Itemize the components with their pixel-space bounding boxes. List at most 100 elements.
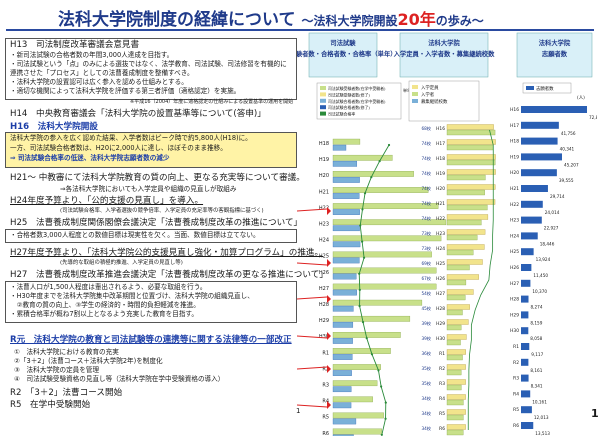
app-cat-H17: H17 bbox=[510, 123, 519, 129]
enroll-bar-entrants-H16 bbox=[446, 129, 496, 136]
enroll-bar-capacity-H24 bbox=[446, 244, 485, 250]
chart-title-enrollment: 入学定員・入学者数・募集継続校数 bbox=[394, 49, 495, 58]
enroll-bar-capacity-H25 bbox=[446, 259, 483, 265]
app-cat-R2: R2 bbox=[513, 360, 519, 366]
exam-bar-passers-H19 bbox=[332, 160, 358, 167]
app-bar-H19 bbox=[521, 153, 562, 161]
app-bar-R1 bbox=[521, 343, 530, 350]
enroll-schools-R3: 35校 bbox=[421, 380, 431, 387]
chart-title-applicants: 法科大学院 bbox=[539, 38, 571, 47]
h25-bullet: ・合格者数3,000人程度との数値目標は現実性を欠く。当面、数値目標は立てない。 bbox=[10, 231, 260, 239]
h16-bullet-3: ⇒ 司法試験合格率の低迷、法科大学院志願者数の減少 bbox=[10, 154, 170, 162]
enroll-cat-H23: H23 bbox=[436, 231, 445, 237]
enroll-bar-capacity-H16 bbox=[446, 124, 494, 130]
app-cat-H30: H30 bbox=[510, 328, 519, 334]
exam-legend-swatch-2 bbox=[320, 98, 326, 103]
enroll-bar-entrants-H27 bbox=[446, 294, 466, 301]
enroll-bar-entrants-H29 bbox=[446, 324, 462, 331]
enroll-cat-R4: R4 bbox=[439, 396, 445, 402]
enroll-bar-capacity-H21 bbox=[446, 199, 496, 205]
enroll-bar-entrants-H24 bbox=[446, 249, 474, 256]
exam-passrate-point-H26 bbox=[358, 272, 361, 275]
app-label-R6: 13,513 bbox=[535, 431, 550, 436]
app-bar-H29 bbox=[521, 311, 529, 319]
pointer-arrowhead-0 bbox=[327, 207, 331, 215]
enroll-cat-R1: R1 bbox=[439, 351, 445, 357]
exam-legend-label-0: 司法試験受験者数(在学中受験者) bbox=[328, 86, 386, 91]
enroll-bar-capacity-R5 bbox=[446, 409, 466, 415]
app-bar-H18 bbox=[521, 137, 558, 145]
app-ylabel: (人) bbox=[577, 95, 585, 101]
exam-cat-H20: H20 bbox=[319, 173, 329, 179]
exam-bar-takers-H28 bbox=[332, 299, 423, 306]
enroll-cat-H26: H26 bbox=[436, 276, 445, 282]
chart-title-bar-exam: 受験者数・合格者数・合格率（単年） bbox=[297, 49, 397, 58]
enroll-bar-capacity-H28 bbox=[446, 304, 470, 310]
h27-box bbox=[5, 281, 297, 323]
h13-bullet-2: ・司法試験という「点」のみによる選抜ではなく、法学教育、司法試験、司法修習を有機… bbox=[10, 60, 287, 77]
exam-passrate-point-H30 bbox=[365, 337, 368, 340]
pointer-arrow-5 bbox=[297, 404, 328, 408]
enroll-legend-swatch-2 bbox=[412, 99, 418, 103]
app-cat-H25: H25 bbox=[510, 249, 519, 255]
enroll-schools-H20: 74校 bbox=[421, 185, 431, 192]
app-label-H28: 8,274 bbox=[531, 305, 543, 310]
exam-bar-takers-R1 bbox=[332, 348, 391, 354]
exam-bar-takers-H24 bbox=[332, 235, 442, 242]
app-cat-R1: R1 bbox=[513, 344, 519, 350]
enroll-schools-H25: 69校 bbox=[421, 260, 431, 267]
app-cat-H27: H27 bbox=[510, 281, 519, 287]
exam-bar-passers-H18 bbox=[332, 144, 347, 151]
enroll-bar-entrants-H21 bbox=[446, 204, 488, 211]
app-cat-H21: H21 bbox=[510, 186, 519, 192]
h27-bullet-3: ②教育の質の向上、③学生の経済的・時間的負担軽減を推進。 bbox=[10, 301, 200, 309]
app-bar-R6 bbox=[521, 422, 534, 429]
app-label-R3: 8,341 bbox=[531, 384, 543, 389]
chart-title-applicants-box bbox=[516, 32, 593, 78]
item-r1: R元 法科大学院の教育と司法試験等の連携等に関する法律等の一部改正 bbox=[10, 335, 292, 345]
h27a-sub: (先導的な取組の積極的推進、入学定員の見直し等) bbox=[60, 260, 183, 266]
app-label-H22: 24,014 bbox=[545, 210, 560, 215]
exam-cat-H30: H30 bbox=[319, 334, 329, 340]
exam-bar-passers-H26 bbox=[332, 273, 357, 280]
exam-bar-passers-H25 bbox=[332, 257, 360, 264]
chart-title-enrollment: 法科大学院 bbox=[428, 38, 460, 47]
h13-bullet-4: ・適切な機関によって法科大学院を評価する第三者評価（適格認定）を実施。 bbox=[10, 87, 241, 95]
enroll-bar-entrants-H22 bbox=[446, 219, 482, 226]
app-cat-H18: H18 bbox=[510, 139, 519, 145]
h13-note: ※平成16（2004）年度に適格認定の仕組みによる設置基準の運用を開始 bbox=[130, 99, 294, 105]
exam-bar-passers-H21 bbox=[332, 193, 360, 199]
app-cat-H28: H28 bbox=[510, 297, 519, 303]
app-cat-H20: H20 bbox=[510, 170, 519, 176]
item-h14: H14 中央教育審議会「法科大学院の設置基準等について(答申)」 bbox=[10, 109, 266, 119]
app-label-R2: 8,161 bbox=[530, 368, 542, 373]
enroll-bar-entrants-R1 bbox=[446, 354, 463, 361]
exam-passrate-point-R3 bbox=[380, 385, 383, 388]
exam-bar-passers-R3 bbox=[332, 386, 352, 393]
title-sub: ～法科大学院開設20年の歩み～ bbox=[301, 10, 484, 29]
enroll-bar-capacity-R4 bbox=[446, 394, 466, 400]
enroll-bar-capacity-H23 bbox=[446, 229, 486, 235]
pointer-arrowhead-4 bbox=[327, 365, 331, 373]
exam-bar-passers-H23 bbox=[332, 225, 360, 232]
app-cat-H23: H23 bbox=[510, 218, 519, 224]
exam-cat-H26: H26 bbox=[319, 270, 329, 276]
chart-title-bar-exam-box bbox=[308, 32, 378, 78]
exam-passrate-point-H20 bbox=[370, 176, 373, 179]
pointer-arrow-4 bbox=[297, 366, 328, 370]
exam-legend-swatch-1 bbox=[320, 92, 326, 97]
exam-bar-takers-H25 bbox=[332, 251, 432, 258]
app-cat-R6: R6 bbox=[513, 423, 519, 429]
exam-bar-takers-H29 bbox=[332, 315, 411, 322]
exam-legend-label-2: 司法試験合格者数(在学中受験者) bbox=[328, 99, 386, 104]
enroll-cat-H28: H28 bbox=[436, 306, 445, 312]
exam-legend-swatch-3 bbox=[320, 105, 326, 110]
exam-cat-H28: H28 bbox=[319, 302, 329, 308]
app-cat-R4: R4 bbox=[513, 391, 519, 397]
exam-cat-H25: H25 bbox=[319, 254, 329, 260]
enroll-bar-entrants-H30 bbox=[446, 339, 461, 346]
enroll-schools-R5: 34校 bbox=[421, 410, 431, 417]
app-label-R4: 10,161 bbox=[532, 399, 547, 404]
app-bar-H25 bbox=[521, 248, 534, 256]
h13-bullet-3: ・法科大学院の設置認可は広く参入を認める仕組みとする。 bbox=[10, 78, 188, 86]
